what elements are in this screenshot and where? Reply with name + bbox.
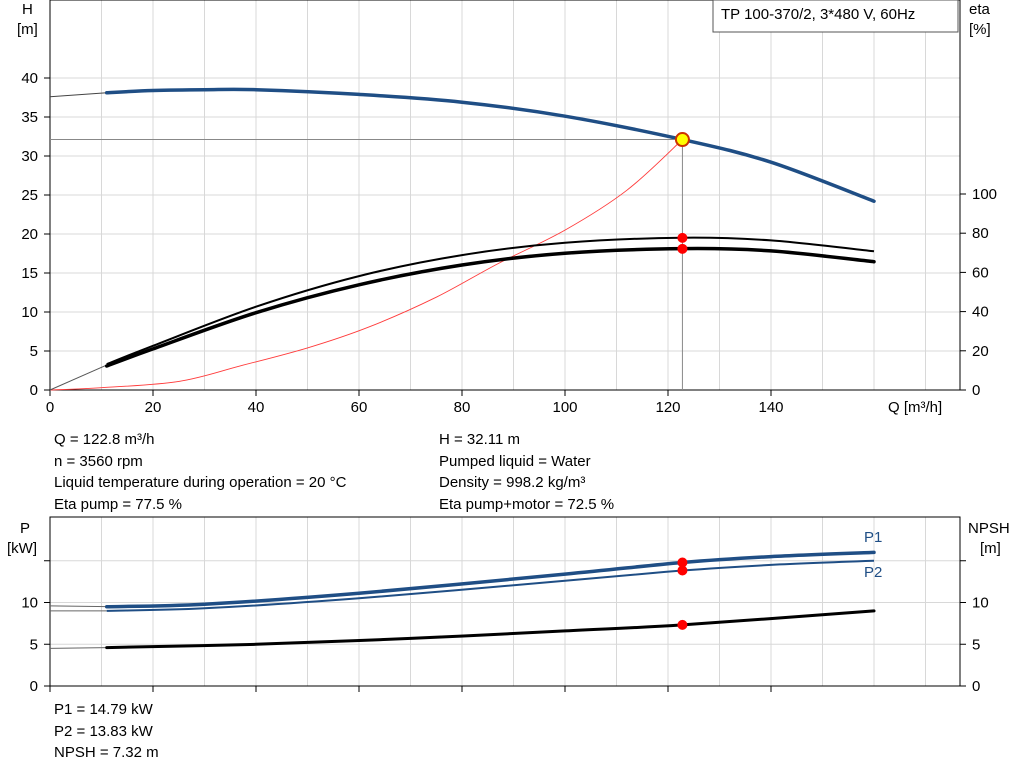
p2-curve [106, 559, 875, 612]
y-right-tick-label: 20 [972, 343, 989, 360]
lower-left-axis-title-line2: [kW] [7, 540, 37, 557]
title-box-text: TP 100-370/2, 3*480 V, 60Hz [721, 6, 915, 23]
p1-curve [104, 550, 876, 609]
head-curve-extension [49, 92, 107, 98]
lower-left-axis-title-line1: P [20, 520, 30, 537]
upper-grid [50, 0, 960, 390]
info-lower: P1 = 14.79 kW P2 = 13.83 kW NPSH = 7.32 … [54, 699, 159, 764]
x-tick-label: 120 [655, 399, 680, 416]
head-curve [104, 87, 876, 203]
info-eta-pump-motor: Eta pump+motor = 72.5 % [439, 495, 615, 513]
x-tick-label: 60 [351, 399, 368, 416]
x-tick-label: 40 [248, 399, 265, 416]
y-left-tick-label: 10 [21, 304, 38, 321]
duty-marker-eta-pump [677, 232, 688, 243]
duty-marker-npsh [677, 619, 688, 630]
y-left-tick-label: 15 [21, 265, 38, 282]
info-density: Density = 998.2 kg/m³ [439, 474, 586, 491]
info-flow: Q = 122.8 m³/h [54, 431, 155, 448]
duty-marker-p2 [677, 565, 688, 576]
y-left-tick-label: 35 [21, 109, 38, 126]
info-npsh: NPSH = 7.32 m [54, 744, 159, 761]
y-left-tick-label: 0 [30, 382, 38, 399]
title-box [712, 0, 959, 33]
lower-y-left-tick-label: 10 [21, 595, 38, 612]
y-left-tick-label: 25 [21, 187, 38, 204]
y-left-tick-label: 30 [21, 148, 38, 165]
duty-marker-eta-total [677, 243, 688, 254]
lower-y-left-tick-label: 0 [30, 678, 38, 695]
upper-x-axis-title: Q [m³/h] [888, 399, 942, 416]
info-pumped-liquid: Pumped liquid = Water [439, 452, 591, 470]
info-liquid-temperature: Liquid temperature during operation = 20… [54, 474, 347, 491]
info-eta-pump: Eta pump = 77.5 % [54, 495, 182, 513]
system-curve [49, 139, 683, 391]
duty-point-marker [674, 132, 690, 148]
y-left-tick-label: 40 [21, 70, 38, 87]
lower-y-left-tick-label: 5 [30, 636, 38, 653]
upper-left-axis-title-line1: H [22, 1, 33, 18]
eta-total-curve [104, 246, 876, 368]
eta-pump-curve [106, 236, 875, 366]
upper-ticks: 0 20 40 60 80 100 120 140 0 5 10 15 20 25 30 35 40 0 20 40 6… [21, 70, 997, 416]
y-right-tick-label: 100 [972, 186, 997, 203]
npsh-curve [105, 609, 876, 650]
upper-left-axis-title-line2: [m] [17, 21, 38, 38]
duty-marker-p1 [677, 557, 688, 568]
info-p1: P1 = 14.79 kW [54, 701, 153, 718]
y-right-tick-label: 60 [972, 264, 989, 281]
lower-right-axis-title-line1: NPSH [968, 520, 1010, 537]
lower-series [49, 550, 876, 650]
y-left-tick-label: 20 [21, 226, 38, 243]
info-speed: n = 3560 rpm [54, 452, 143, 470]
lower-grid [50, 517, 960, 686]
y-right-tick-label: 0 [972, 382, 980, 399]
x-tick-label: 100 [552, 399, 577, 416]
y-left-tick-label: 5 [30, 343, 38, 360]
upper-right-axis-title-line2: [%] [969, 21, 991, 38]
info-upper-right: H = 32.11 m Pumped liquid = Water Densit… [439, 429, 614, 515]
lower-right-axis-title-line2: [m] [980, 540, 1001, 557]
lower-y-right-tick-label: 10 [972, 595, 989, 612]
npsh-curve-extension [49, 647, 107, 649]
p1-curve-extension [49, 605, 107, 608]
info-head: H = 32.11 m [439, 431, 521, 448]
lower-y-right-tick-label: 0 [972, 678, 980, 695]
lower-ticks: 0 5 10 0 5 10 [21, 560, 989, 695]
upper-right-axis-title-line1: eta [969, 1, 991, 18]
info-upper-left: Q = 122.8 m³/h n = 3560 rpm Liquid tempe… [54, 429, 346, 515]
upper-series [49, 87, 876, 391]
series-label-p1: P1 [864, 529, 882, 546]
eta-curve-extension [49, 364, 107, 391]
x-tick-label: 80 [454, 399, 471, 416]
series-label-p2: P2 [864, 564, 882, 581]
x-tick-label: 20 [145, 399, 162, 416]
y-right-tick-label: 80 [972, 225, 989, 242]
info-p2: P2 = 13.83 kW [54, 722, 153, 740]
x-tick-label: 0 [46, 399, 54, 416]
lower-y-right-tick-label: 5 [972, 636, 980, 653]
y-right-tick-label: 40 [972, 304, 989, 321]
x-tick-label: 140 [758, 399, 783, 416]
lower-plot-frame [49, 516, 961, 687]
